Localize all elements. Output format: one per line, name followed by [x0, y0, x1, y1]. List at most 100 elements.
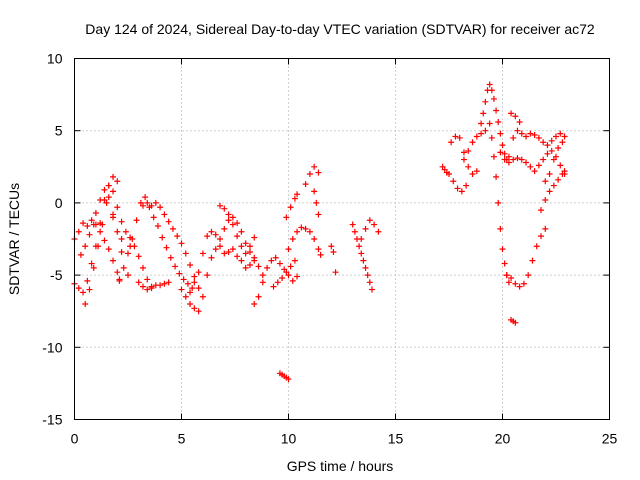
data-point	[135, 253, 142, 260]
data-point	[315, 169, 322, 176]
data-point	[105, 182, 112, 189]
data-point	[501, 156, 508, 163]
series-s10	[187, 217, 258, 315]
data-point	[92, 210, 99, 217]
data-point	[294, 191, 301, 198]
data-point	[208, 228, 215, 235]
data-point	[191, 305, 198, 312]
data-point	[559, 139, 566, 146]
data-point	[139, 283, 146, 290]
data-point	[221, 205, 228, 212]
data-point	[544, 150, 551, 157]
data-point	[246, 248, 253, 255]
data-point	[84, 223, 91, 230]
data-point	[516, 119, 523, 126]
data-point	[157, 282, 164, 289]
data-point	[328, 243, 335, 250]
data-point	[490, 95, 497, 102]
data-point	[544, 142, 551, 149]
data-point	[535, 162, 542, 169]
data-point	[510, 134, 517, 141]
data-point	[184, 280, 191, 287]
data-point	[291, 257, 298, 264]
data-point	[460, 156, 467, 163]
data-point	[204, 233, 211, 240]
data-point	[152, 199, 159, 206]
data-point	[264, 264, 271, 271]
data-point	[212, 231, 219, 238]
data-point	[535, 134, 542, 141]
data-point	[191, 279, 198, 286]
data-point	[88, 260, 95, 267]
series-s22	[439, 163, 452, 178]
data-point	[110, 173, 117, 180]
data-point	[302, 181, 309, 188]
data-point	[291, 195, 298, 202]
data-point	[446, 171, 452, 178]
data-point	[287, 263, 294, 270]
data-point	[189, 285, 196, 292]
data-point	[159, 234, 166, 241]
data-point	[114, 178, 121, 185]
data-point	[75, 285, 82, 292]
data-point	[366, 279, 373, 286]
data-point	[538, 233, 545, 240]
data-point	[161, 211, 168, 218]
data-point	[95, 243, 102, 250]
data-point	[523, 159, 530, 166]
y-tick-label: 5	[55, 123, 63, 139]
data-point	[473, 133, 480, 140]
data-point	[313, 199, 320, 206]
data-point	[490, 153, 497, 160]
data-point	[75, 228, 82, 235]
data-point	[208, 254, 215, 261]
data-point	[510, 156, 517, 163]
data-point	[360, 257, 367, 264]
series-s14	[285, 224, 324, 258]
data-point	[501, 150, 508, 157]
data-point	[270, 283, 277, 290]
data-point	[375, 228, 382, 235]
data-point	[497, 225, 504, 232]
data-point	[238, 257, 245, 264]
data-point	[150, 214, 157, 221]
data-point	[520, 280, 527, 287]
data-point	[311, 236, 318, 242]
y-tick-label: -5	[50, 267, 63, 283]
data-point	[452, 133, 459, 140]
data-point	[294, 228, 301, 235]
data-point	[167, 254, 174, 261]
data-point	[366, 217, 373, 224]
data-point	[229, 246, 236, 253]
series-s27	[486, 120, 512, 286]
series-s25	[450, 178, 470, 195]
data-point	[225, 211, 232, 218]
data-point	[180, 276, 187, 283]
data-point	[110, 257, 117, 264]
data-point	[129, 236, 136, 242]
data-point	[493, 107, 500, 114]
data-point	[505, 279, 512, 286]
data-point	[456, 134, 463, 141]
data-point	[368, 286, 375, 293]
y-tick-label: -10	[42, 339, 62, 355]
data-point	[302, 225, 309, 232]
data-point	[191, 273, 198, 280]
data-point	[97, 228, 104, 235]
data-point	[358, 250, 365, 257]
series-s34	[508, 110, 523, 126]
data-point	[133, 217, 140, 224]
data-point	[90, 264, 97, 271]
data-point	[497, 149, 504, 156]
data-point	[285, 376, 292, 383]
series-s29	[497, 127, 568, 163]
data-point	[154, 223, 161, 230]
series-s9	[178, 228, 258, 300]
series-s17	[311, 188, 322, 218]
data-point	[251, 234, 258, 241]
data-point	[157, 204, 164, 211]
data-point	[555, 145, 562, 152]
data-point	[144, 276, 151, 283]
data-point	[255, 263, 262, 270]
data-point	[486, 120, 493, 127]
